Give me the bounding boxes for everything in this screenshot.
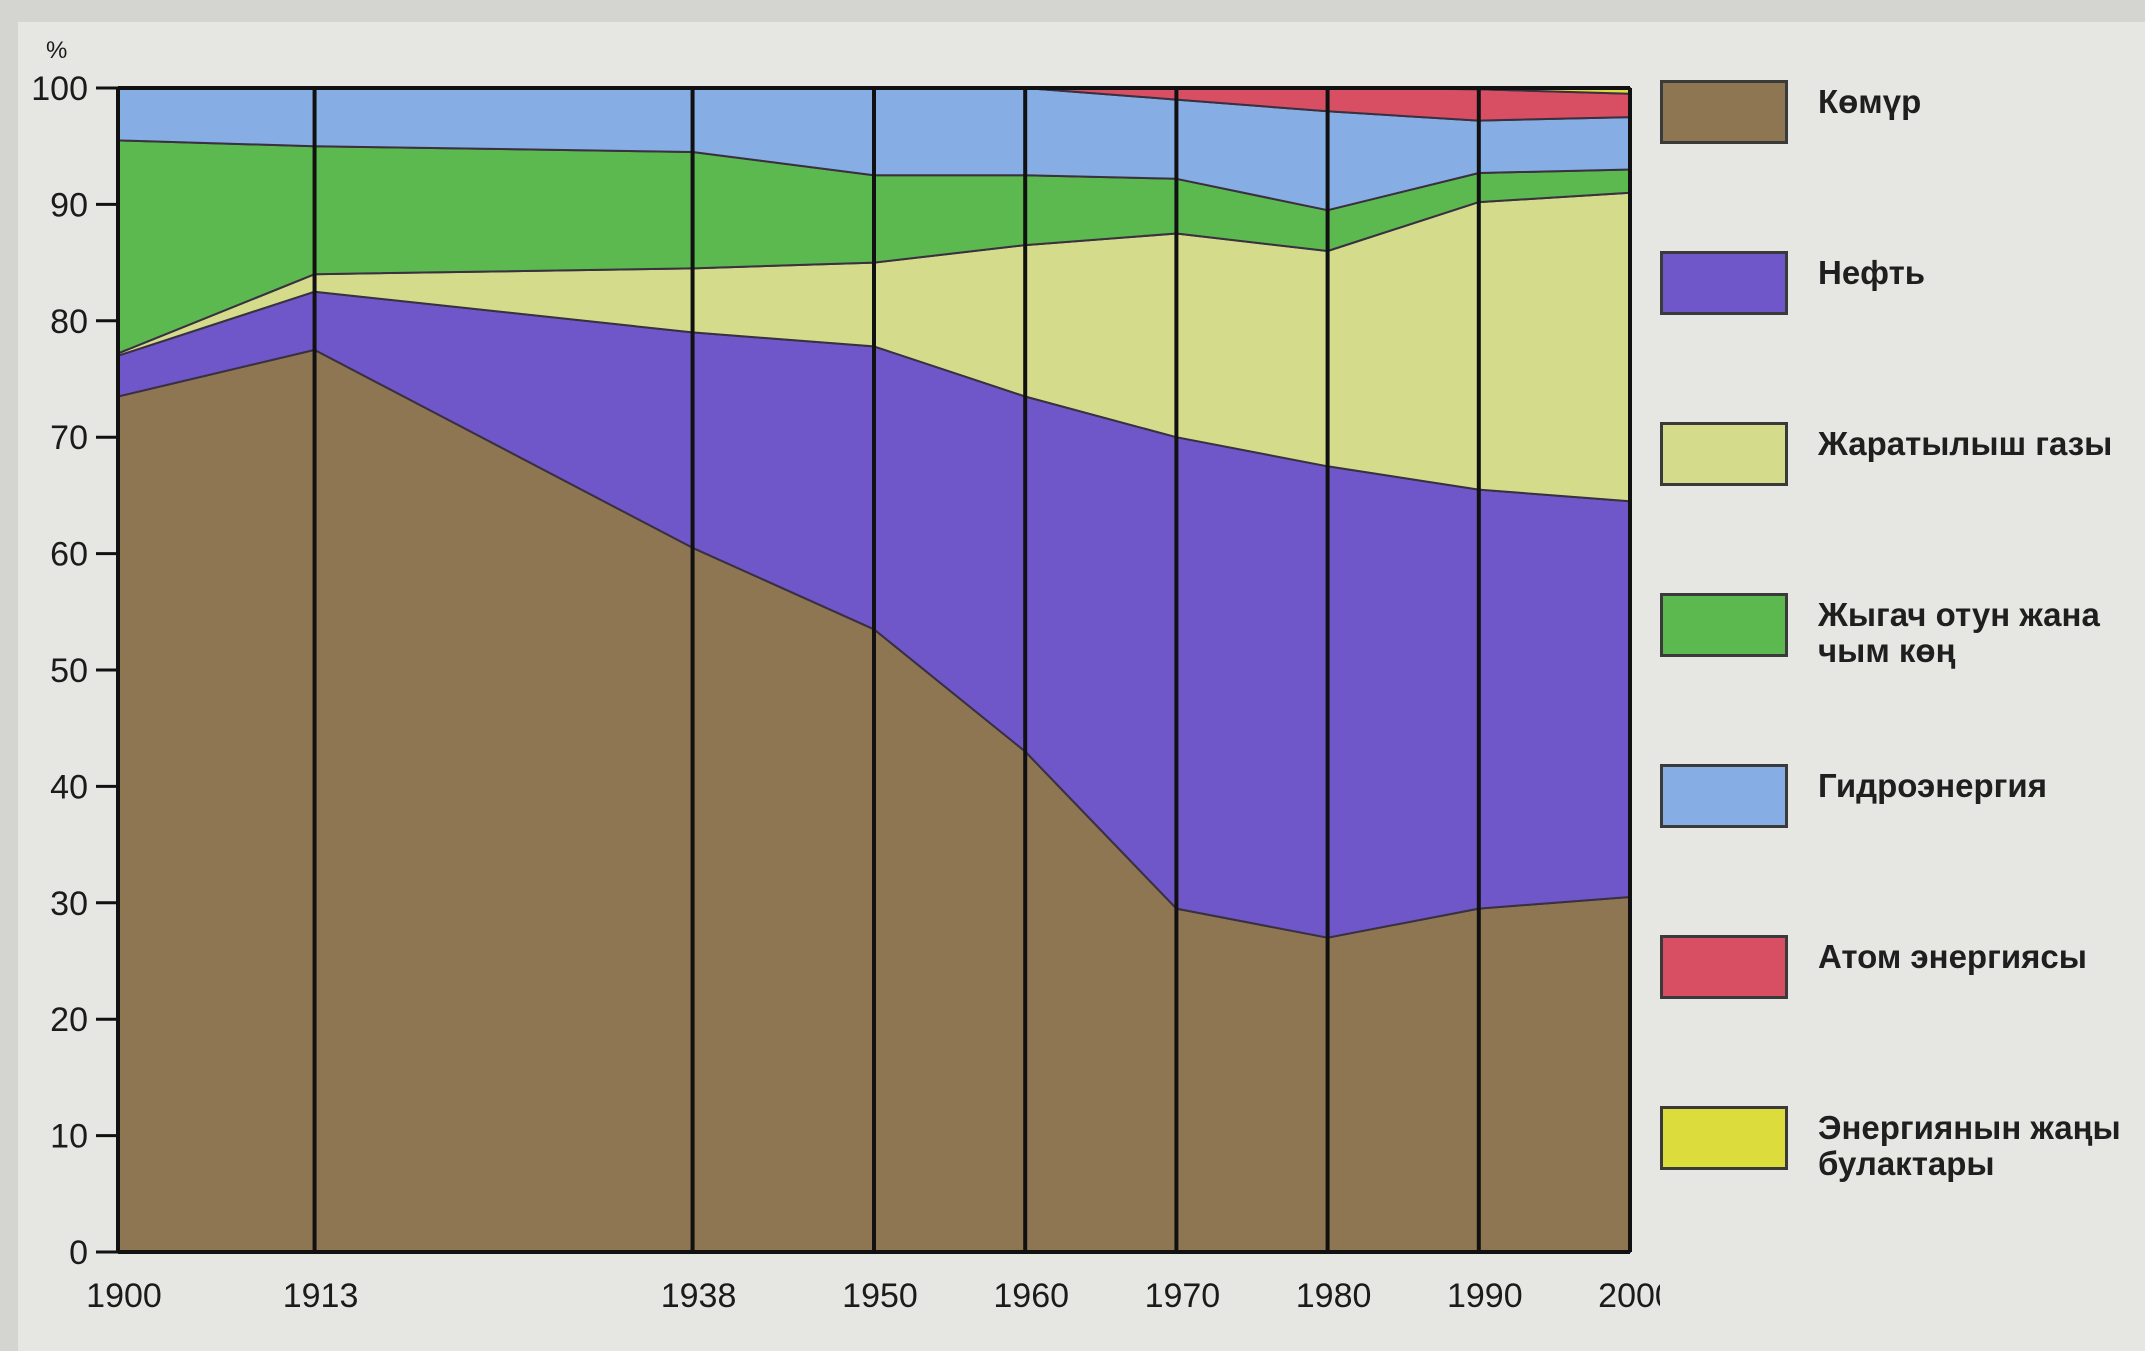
legend-item-3: Жыгач отун жана чым көң	[1660, 593, 2130, 669]
y-tick-label-80: 80	[50, 303, 88, 341]
x-tick-label-1980: 1980	[1296, 1277, 1372, 1315]
legend-swatch	[1660, 1106, 1788, 1170]
y-tick-label-20: 20	[50, 1001, 88, 1039]
legend-swatch	[1660, 251, 1788, 315]
x-tick-label-2000: 2000	[1598, 1277, 1660, 1315]
legend-label: Көмүр	[1818, 83, 1922, 120]
y-tick-label-90: 90	[50, 186, 88, 224]
x-tick-labels: 1900 1913 1938 1950 1960 1970 1980 1990 2000	[86, 1277, 1660, 1315]
legend-swatch	[1660, 764, 1788, 828]
x-tick-label-1938: 1938	[661, 1277, 737, 1315]
legend-item-4: Гидроэнергия	[1660, 764, 2130, 836]
legend-item-2: Жаратылыш газы	[1660, 422, 2130, 494]
y-tick-label-70: 70	[50, 419, 88, 457]
y-tick-label-10: 10	[50, 1118, 88, 1156]
y-tick-label-50: 50	[50, 652, 88, 690]
legend: Көмүр Нефть Жаратылыш газы Жыгач отун жана …	[1660, 80, 2130, 1230]
y-tick-label-0: 0	[69, 1234, 88, 1272]
y-tick-label-60: 60	[50, 536, 88, 574]
x-tick-label-1970: 1970	[1145, 1277, 1221, 1315]
x-tick-label-1913: 1913	[283, 1277, 359, 1315]
y-tick-label-100: 100	[31, 70, 88, 108]
legend-label: Жаратылыш газы	[1818, 425, 2113, 462]
legend-label: Атом энергиясы	[1818, 938, 2087, 975]
legend-item-1: Нефть	[1660, 251, 2130, 323]
legend-label: Гидроэнергия	[1818, 767, 2047, 804]
legend-label: Жыгач отун жана чым көң	[1818, 596, 2100, 669]
legend-item-5: Атом энергиясы	[1660, 935, 2130, 1007]
legend-label: Нефть	[1818, 254, 1926, 291]
x-tick-label-1960: 1960	[993, 1277, 1069, 1315]
x-tick-label-1900: 1900	[86, 1277, 162, 1315]
legend-swatch	[1660, 422, 1788, 486]
legend-swatch	[1660, 935, 1788, 999]
x-tick-label-1990: 1990	[1447, 1277, 1523, 1315]
y-tick-label-30: 30	[50, 885, 88, 923]
legend-label: Энергиянын жаңы булактары	[1818, 1109, 2121, 1182]
y-tick-labels: 0 10 20 30 40 50 60 70 80 90 100	[31, 70, 118, 1272]
y-axis-unit-label: %	[46, 37, 67, 64]
legend-swatch	[1660, 593, 1788, 657]
y-tick-label-40: 40	[50, 768, 88, 806]
legend-item-0: Көмүр	[1660, 80, 2130, 152]
x-tick-label-1950: 1950	[842, 1277, 918, 1315]
legend-swatch	[1660, 80, 1788, 144]
legend-item-6: Энергиянын жаңы булактары	[1660, 1106, 2130, 1182]
